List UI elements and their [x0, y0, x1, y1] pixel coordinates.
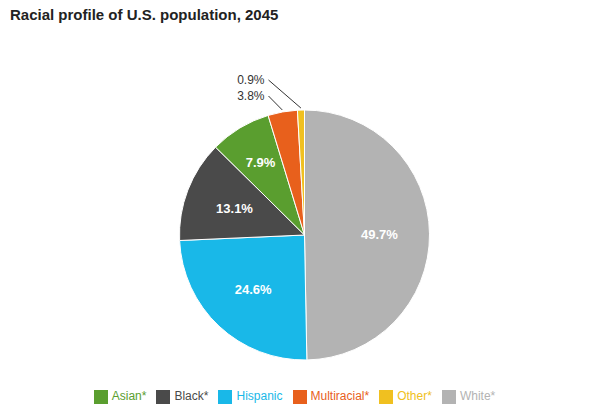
- svg-text:13.1%: 13.1%: [216, 201, 253, 216]
- svg-text:49.7%: 49.7%: [361, 227, 398, 242]
- html-text:Racial profile of U.S. populat: Racial profile of U.S. population, 2045: [10, 6, 279, 23]
- html-text:Hispanic: Hispanic: [236, 389, 283, 404]
- html-text:Black*: Black*: [174, 389, 209, 404]
- html-text:Other*: Other*: [397, 389, 432, 404]
- svg-text:0.9%: 0.9%: [237, 73, 265, 87]
- html-text:Asian*: Asian*: [111, 389, 147, 404]
- svg-text:3.8%: 3.8%: [237, 89, 265, 103]
- html-text:Multiracial*: Multiracial*: [310, 389, 370, 404]
- html-text:White*: White*: [459, 389, 496, 404]
- svg-text:7.9%: 7.9%: [246, 155, 276, 170]
- svg-text:24.6%: 24.6%: [235, 282, 272, 297]
